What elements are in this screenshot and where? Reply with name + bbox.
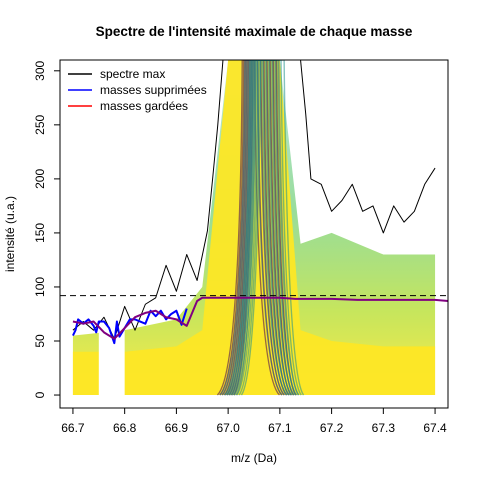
series-line	[72, 60, 436, 340]
peak-trace	[221, 60, 285, 396]
peak-trace	[238, 60, 302, 396]
peak-trace	[219, 60, 283, 396]
legend-label: masses supprimées	[100, 83, 207, 97]
x-tick-label: 67.2	[320, 421, 344, 435]
peak-trace	[226, 60, 291, 396]
peak-trace	[233, 60, 298, 396]
chart-title: Spectre de l'intensité maximale de chaqu…	[96, 24, 413, 39]
y-tick-label: 200	[33, 169, 47, 189]
y-tick-label: 100	[33, 277, 47, 297]
peak-trace	[224, 60, 288, 396]
y-tick-label: 250	[33, 115, 47, 135]
y-axis: 0 50 100 150 200 250 300	[33, 60, 60, 398]
series-line	[72, 308, 188, 345]
data-gap	[98, 308, 125, 396]
y-tick-label: 300	[33, 60, 47, 80]
peak-trace	[240, 60, 305, 396]
x-tick-label: 66.7	[61, 421, 85, 435]
y-axis-title: intensité (u.a.)	[3, 196, 17, 272]
peak-trace	[216, 60, 280, 396]
x-axis: 66.7 66.8 66.9 67.0 67.1 67.2 67.3 67.4	[61, 408, 447, 435]
peak-trace	[229, 60, 293, 396]
peak-region	[216, 60, 305, 396]
y-tick-label: 150	[33, 223, 47, 243]
series-lines	[72, 60, 448, 345]
x-tick-label: 66.8	[113, 421, 137, 435]
peak-trace	[236, 60, 300, 396]
x-tick-label: 67.0	[216, 421, 240, 435]
x-tick-label: 67.3	[372, 421, 396, 435]
x-tick-label: 67.4	[423, 421, 447, 435]
peak-trace	[231, 60, 295, 396]
x-tick-label: 67.1	[268, 421, 292, 435]
legend-label: masses gardées	[100, 99, 188, 113]
x-tick-label: 66.9	[165, 421, 189, 435]
x-axis-title: m/z (Da)	[231, 451, 277, 465]
plot-frame	[59, 59, 449, 409]
legend: spectre max masses supprimées masses gardé…	[68, 67, 207, 113]
series-line	[72, 296, 448, 340]
legend-label: spectre max	[100, 67, 165, 81]
y-tick-label: 50	[33, 334, 47, 348]
y-tick-label: 0	[33, 391, 47, 398]
